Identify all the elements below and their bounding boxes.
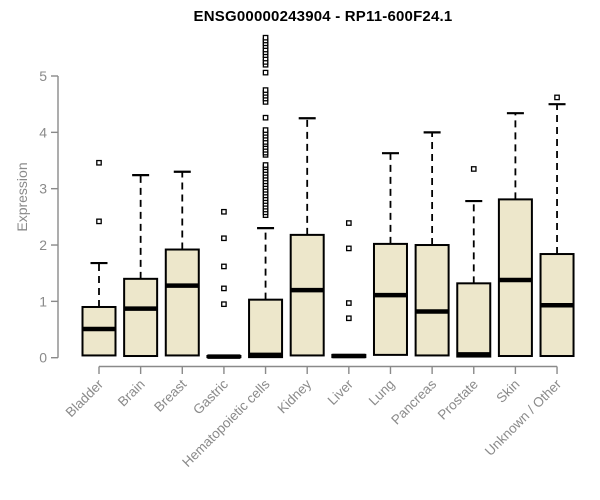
outlier-point	[221, 235, 227, 242]
outlier-point	[345, 220, 352, 226]
iqr-box	[289, 233, 325, 357]
outlier-point	[470, 166, 477, 172]
outlier-point	[262, 114, 269, 121]
y-tick-label: 1	[39, 293, 47, 309]
box-group	[372, 152, 408, 356]
box-group	[497, 112, 533, 358]
outlier-point	[262, 127, 269, 133]
x-category-label: Skin	[493, 377, 522, 406]
outlier-point	[262, 69, 269, 76]
iqr-box	[372, 242, 408, 356]
x-category-label: Prostate	[435, 377, 481, 423]
x-category-label: Lung	[366, 377, 398, 409]
box-group	[539, 94, 575, 358]
y-tick-label: 2	[39, 237, 47, 253]
box-group	[81, 159, 117, 357]
box-group	[289, 117, 325, 357]
iqr-box	[123, 277, 159, 358]
x-category-label: Bladder	[63, 376, 107, 420]
y-tick-label: 0	[39, 350, 47, 366]
box-group	[414, 131, 450, 357]
box-group	[123, 174, 159, 358]
box-group	[248, 34, 284, 359]
x-category-label: Gastric	[190, 376, 231, 417]
x-category-label: Unknown / Other	[482, 376, 565, 459]
x-category-label: Pancreas	[388, 376, 439, 427]
outlier-point	[345, 245, 352, 252]
y-tick-label: 3	[39, 181, 47, 197]
iqr-box	[81, 305, 117, 357]
y-tick-label: 5	[39, 68, 47, 84]
outlier-point	[221, 263, 227, 270]
outlier-point	[221, 301, 227, 308]
box-group	[206, 208, 242, 359]
x-category-label: Kidney	[275, 376, 315, 416]
outlier-point	[262, 34, 269, 41]
outlier-point	[262, 162, 269, 168]
box-group	[456, 166, 492, 358]
x-category-label: Liver	[325, 376, 357, 408]
outlier-point	[345, 300, 352, 306]
chart-title: ENSG00000243904 - RP11-600F24.1	[193, 8, 453, 25]
outlier-point	[554, 94, 560, 101]
iqr-box	[456, 282, 492, 358]
outlier-point	[96, 218, 102, 225]
outlier-point	[262, 87, 269, 93]
outlier-point	[345, 315, 352, 322]
x-category-label: Breast	[151, 376, 189, 414]
box-group	[164, 170, 200, 357]
box-group	[331, 220, 367, 359]
x-category-label: Brain	[115, 377, 148, 410]
outlier-point	[96, 159, 102, 166]
iqr-box	[414, 244, 450, 357]
outlier-point	[221, 285, 227, 292]
outlier-point	[221, 208, 227, 215]
iqr-box	[497, 198, 533, 358]
iqr-box	[164, 248, 200, 357]
iqr-box	[248, 298, 284, 359]
y-tick-label: 4	[39, 124, 47, 140]
